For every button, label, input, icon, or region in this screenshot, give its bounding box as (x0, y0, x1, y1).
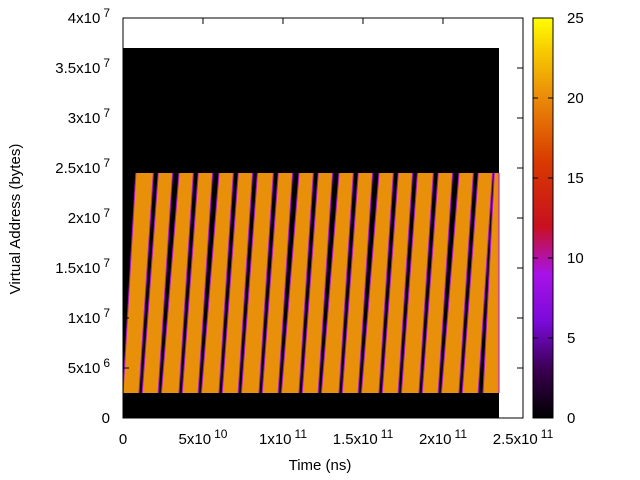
band-edge-right-4 (197, 172, 214, 394)
band-edge-left-4 (181, 172, 199, 394)
band-edge-right-7 (258, 172, 274, 394)
band-edge-right-15 (418, 172, 434, 394)
x-tick-label-4: 2x10 11 (419, 427, 467, 448)
band-cycle-2 (142, 173, 173, 393)
band-edge-left-3 (160, 172, 180, 394)
band-edge-left-17 (440, 172, 460, 394)
y-tick-label-0: 0 (102, 410, 110, 427)
band-edge-right-16 (437, 172, 454, 394)
band-edge-right-6 (237, 172, 254, 394)
band-cycle-13 (361, 173, 394, 393)
band-edge-right-12 (357, 172, 374, 394)
band-cycle-15 (401, 173, 434, 393)
band-edge-right-3 (178, 172, 194, 394)
band-edge-left-18 (461, 172, 479, 394)
x-tick-label-3: 1.5x10 11 (333, 427, 394, 448)
y-tick-label-7: 3.5x10 7 (55, 56, 110, 77)
band-edge-right-5 (218, 172, 234, 394)
colorbar-tick-label-2: 10 (567, 250, 584, 267)
colorbar-tick-label-4: 20 (567, 90, 584, 107)
band-cycle-5 (201, 173, 234, 393)
band-edge-right-14 (397, 172, 414, 394)
band-cycle-16 (422, 173, 453, 393)
band-edge-right-8 (277, 172, 294, 394)
x-tick-label-2: 1x10 11 (259, 427, 307, 448)
band-cycle-11 (321, 173, 354, 393)
band-cycle-18 (462, 173, 493, 393)
band-cycle-12 (342, 173, 373, 393)
band-edge-left-9 (280, 172, 300, 394)
band-edge-left-14 (381, 172, 399, 394)
band-cycle-1 (123, 173, 154, 393)
band-edge-left-2 (141, 172, 159, 394)
band-cycle-9 (281, 173, 314, 393)
y-tick-label-3: 1.5x10 7 (55, 256, 110, 277)
band-edge-right-9 (298, 172, 314, 394)
band-cycle-4 (182, 173, 213, 393)
colorbar: 0 5 10 15 20 25 (532, 10, 584, 427)
band-edge-right-18 (477, 172, 494, 394)
band-edge-right-13 (378, 172, 394, 394)
band-edge-left-1 (122, 172, 137, 394)
y-tick-label-8: 4x10 7 (68, 6, 111, 27)
band-edge-right-17 (458, 172, 474, 394)
band-cycle-8 (262, 173, 293, 393)
y-tick-label-6: 3x10 7 (68, 106, 111, 127)
band-edge-left-12 (341, 172, 359, 394)
x-tick-label-1: 5x10 10 (179, 427, 228, 448)
band-cycle-17 (441, 173, 474, 393)
band-edge-left-16 (421, 172, 439, 394)
x-axis-label: Time (ns) (289, 457, 352, 474)
colorbar-tick-label-1: 5 (567, 330, 575, 347)
band-edge-right-11 (338, 172, 354, 394)
band-edge-left-11 (320, 172, 340, 394)
band-edge-left-5 (200, 172, 220, 394)
band-edge-left-7 (240, 172, 258, 394)
band-edge-right-10 (317, 172, 334, 394)
x-tick-label-5: 2.5x10 11 (493, 427, 554, 448)
plot-area (122, 48, 500, 418)
y-tick-label-5: 2.5x10 7 (55, 156, 110, 177)
band-cycle-19 (483, 173, 499, 393)
band-edge-left-13 (360, 172, 380, 394)
y-tick-label-2: 1x10 7 (68, 306, 111, 327)
band-cycle-6 (222, 173, 253, 393)
colorbar-tick-label-3: 15 (567, 170, 584, 187)
band-cycle-14 (382, 173, 413, 393)
band-edge-right-1 (138, 172, 154, 394)
x-tick-label-0: 0 (119, 431, 127, 448)
band-edge-right-2 (157, 172, 174, 394)
band-cycle-7 (241, 173, 274, 393)
band-cycle-10 (302, 173, 333, 393)
colorbar-tick-label-0: 0 (567, 410, 575, 427)
y-axis-label: Virtual Address (bytes) (7, 144, 24, 295)
band-edge-left-19 (482, 172, 495, 394)
band-edge-left-6 (221, 172, 239, 394)
colorbar-gradient (532, 17, 554, 419)
band-edge-left-10 (301, 172, 319, 394)
axes: 0 5x10 10 1x10 11 1.5x10 11 2x10 11 2.5x10 11 0 5x10… (55, 6, 553, 448)
band-edge-left-15 (400, 172, 418, 394)
y-tick-label-1: 5x10 6 (68, 356, 111, 377)
y-tick-label-4: 2x10 7 (68, 206, 111, 227)
colorbar-tick-label-5: 25 (567, 10, 584, 27)
band-edge-left-8 (261, 172, 279, 394)
band-cycle-3 (161, 173, 194, 393)
